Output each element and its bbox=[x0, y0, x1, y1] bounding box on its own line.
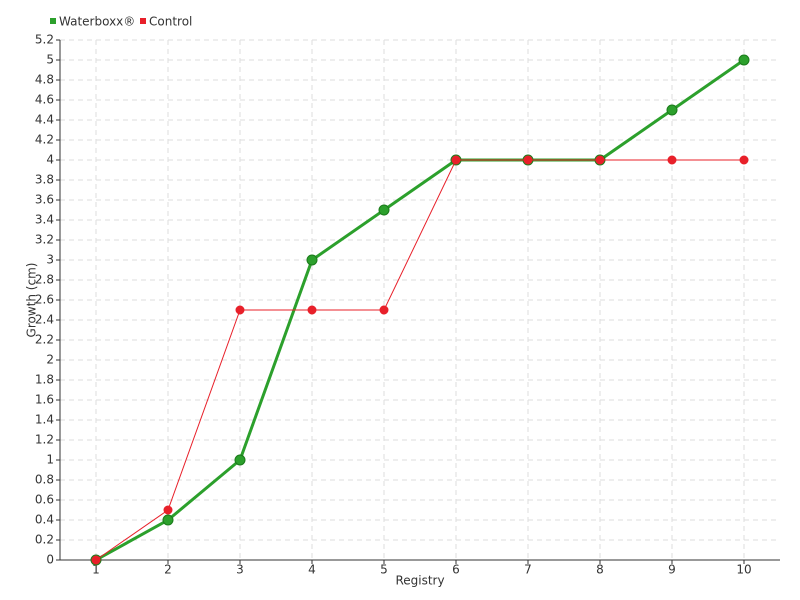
y-tick-label: 0.4 bbox=[35, 513, 54, 527]
y-tick-label: 2 bbox=[46, 353, 54, 367]
y-tick-label: 1 bbox=[46, 453, 54, 467]
x-tick-label: 2 bbox=[164, 563, 172, 577]
legend-swatch bbox=[50, 18, 56, 24]
y-tick-label: 2.8 bbox=[35, 273, 54, 287]
data-point bbox=[378, 204, 390, 216]
data-point bbox=[234, 454, 246, 466]
legend-swatch bbox=[140, 18, 146, 24]
x-tick-label: 3 bbox=[236, 563, 244, 577]
y-tick-label: 4.2 bbox=[35, 133, 54, 147]
x-tick-label: 1 bbox=[92, 563, 100, 577]
y-tick-label: 4.6 bbox=[35, 93, 54, 107]
x-tick-label: 5 bbox=[380, 563, 388, 577]
y-tick-label: 0.8 bbox=[35, 473, 54, 487]
y-tick-label: 5.2 bbox=[35, 33, 54, 47]
y-tick-label: 3.6 bbox=[35, 193, 54, 207]
series-line bbox=[95, 58, 745, 562]
x-axis-label: Registry bbox=[395, 574, 444, 588]
y-tick-label: 2.4 bbox=[35, 313, 54, 327]
series-line bbox=[95, 159, 744, 561]
y-tick-label: 4.8 bbox=[35, 73, 54, 87]
data-point bbox=[235, 305, 245, 315]
y-tick-label: 1.6 bbox=[35, 393, 54, 407]
data-point bbox=[666, 104, 678, 116]
data-point bbox=[739, 155, 749, 165]
x-tick-label: 10 bbox=[736, 563, 751, 577]
legend-label: Control bbox=[149, 15, 192, 29]
x-tick-label: 9 bbox=[668, 563, 676, 577]
y-tick-label: 4 bbox=[46, 153, 54, 167]
y-tick-label: 2.6 bbox=[35, 293, 54, 307]
x-tick-label: 6 bbox=[452, 563, 460, 577]
y-tick-label: 0.2 bbox=[35, 533, 54, 547]
x-tick-label: 8 bbox=[596, 563, 604, 577]
legend-label: Waterboxx® bbox=[59, 15, 135, 29]
y-axis-label: Growth (cm) bbox=[25, 263, 39, 338]
y-tick-label: 3.2 bbox=[35, 233, 54, 247]
data-point bbox=[738, 54, 750, 66]
data-point bbox=[595, 155, 605, 165]
data-point bbox=[307, 305, 317, 315]
y-tick-label: 1.2 bbox=[35, 433, 54, 447]
y-tick-label: 3 bbox=[46, 253, 54, 267]
y-tick-label: 5 bbox=[46, 53, 54, 67]
data-point bbox=[667, 155, 677, 165]
y-tick-label: 0 bbox=[46, 553, 54, 567]
y-tick-label: 4.4 bbox=[35, 113, 54, 127]
y-tick-label: 1.8 bbox=[35, 373, 54, 387]
y-tick-label: 3.4 bbox=[35, 213, 54, 227]
x-tick-label: 7 bbox=[524, 563, 532, 577]
y-tick-label: 2.2 bbox=[35, 333, 54, 347]
data-point bbox=[162, 514, 174, 526]
data-point bbox=[306, 254, 318, 266]
data-point bbox=[91, 555, 101, 565]
data-point bbox=[451, 155, 461, 165]
x-tick-label: 4 bbox=[308, 563, 316, 577]
data-point bbox=[379, 305, 389, 315]
y-tick-label: 3.8 bbox=[35, 173, 54, 187]
data-point bbox=[523, 155, 533, 165]
y-tick-label: 1.4 bbox=[35, 413, 54, 427]
y-tick-label: 0.6 bbox=[35, 493, 54, 507]
data-point bbox=[163, 505, 173, 515]
